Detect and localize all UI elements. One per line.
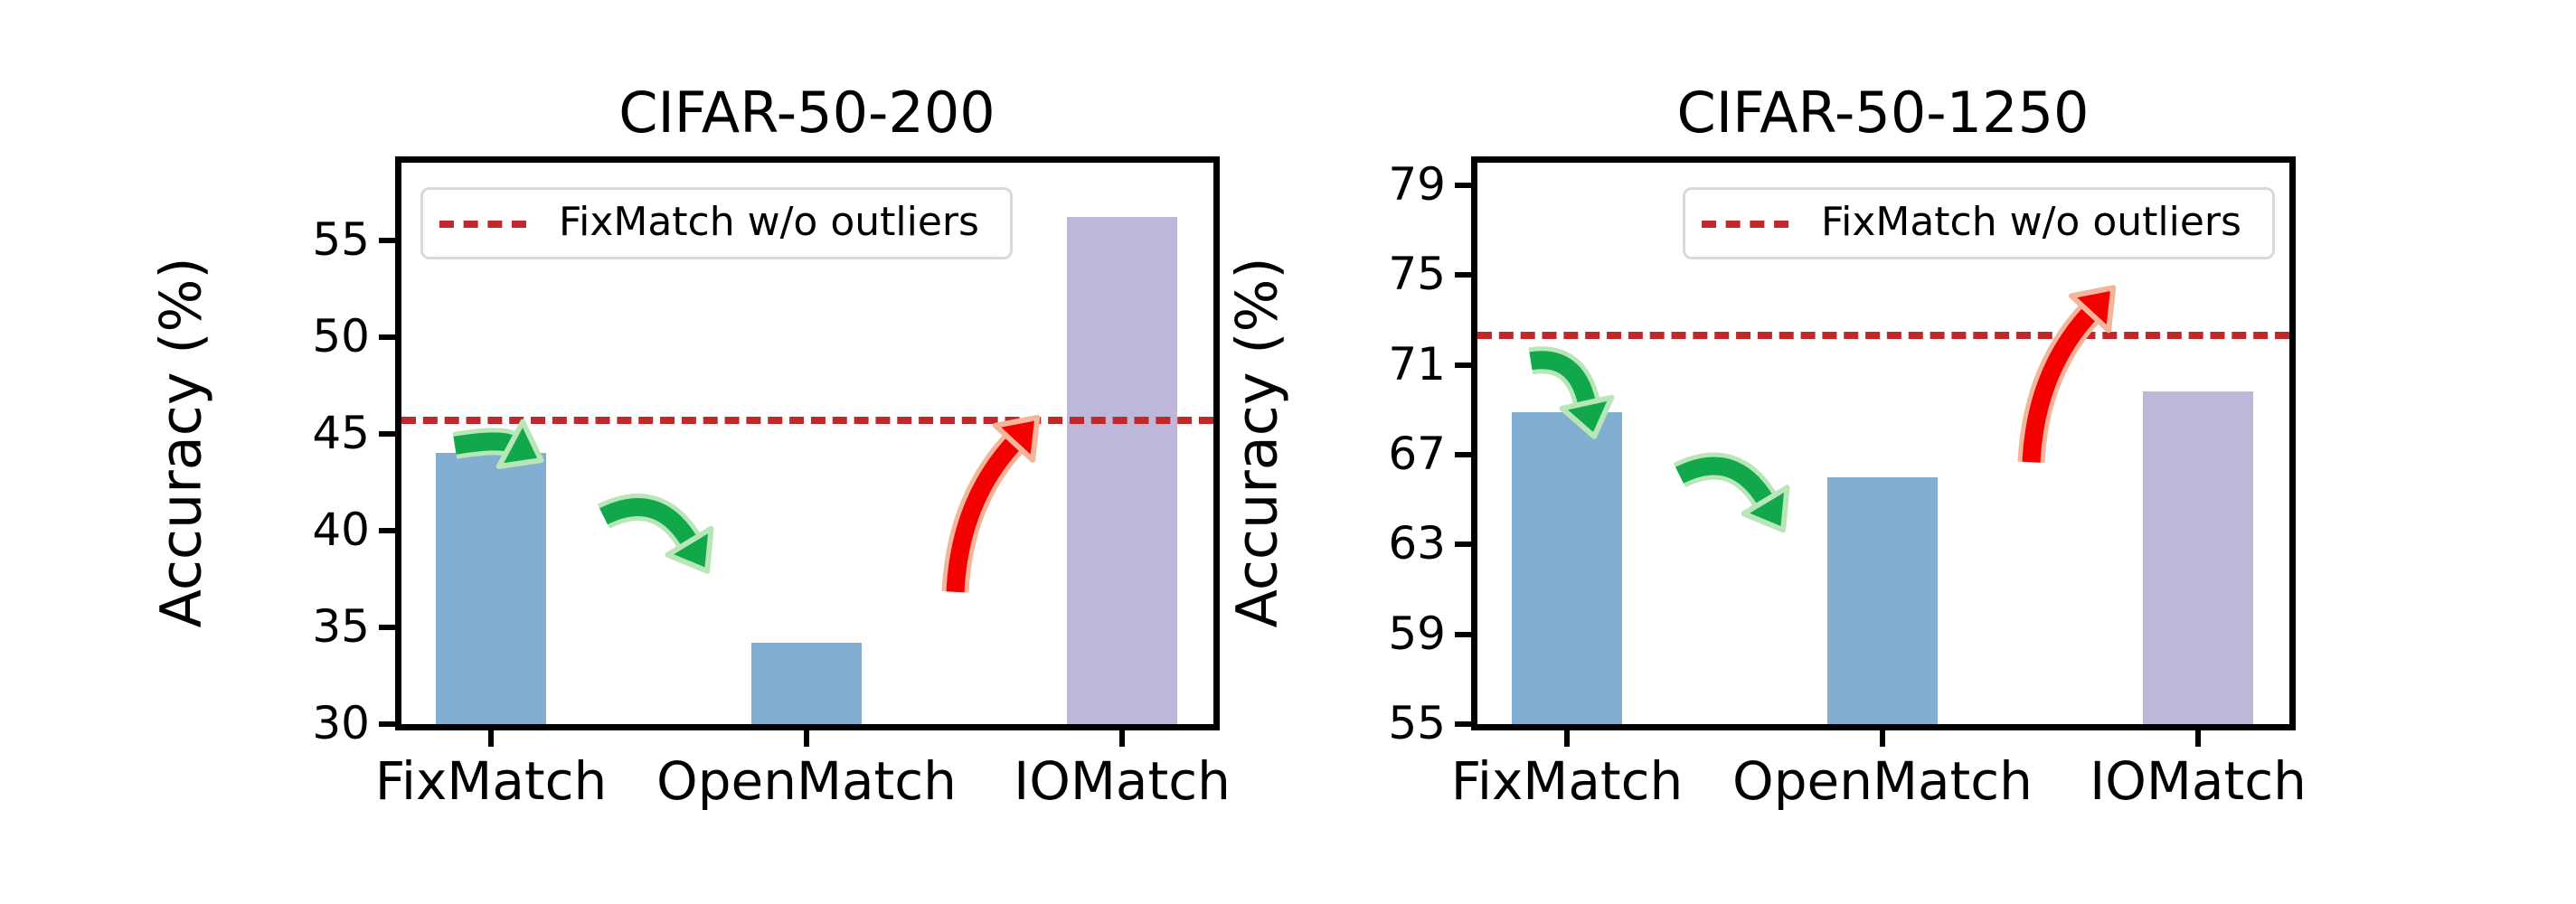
y-tick-mark (379, 334, 395, 340)
x-tick-mark (1880, 730, 1885, 747)
x-tick-label: IOMatch (2090, 750, 2307, 812)
legend: FixMatch w/o outliers (420, 187, 1013, 259)
legend-dashed-line-swatch (439, 221, 526, 228)
plot-area: FixMatch w/o outliers (1471, 156, 2296, 730)
y-tick-mark (379, 624, 395, 630)
y-tick-label: 63 (1388, 517, 1446, 570)
legend: FixMatch w/o outliers (1683, 187, 2275, 259)
y-tick-mark (379, 721, 395, 727)
y-tick-mark (1455, 362, 1471, 368)
y-tick-label: 55 (1388, 697, 1446, 749)
legend-label: FixMatch w/o outliers (559, 199, 979, 245)
x-tick-mark (2195, 730, 2201, 747)
chart-title: CIFAR-50-200 (618, 80, 995, 146)
x-tick-label: OpenMatch (656, 750, 957, 812)
y-tick-mark (1455, 541, 1471, 548)
reference-line-fixmatch-without-outliers (401, 416, 1213, 424)
bar-openmatch (1827, 476, 1938, 724)
y-axis-label: Accuracy (%) (1223, 257, 1290, 628)
x-tick-label: FixMatch (1450, 750, 1684, 812)
legend-label: FixMatch w/o outliers (1821, 199, 2241, 245)
y-tick-label: 55 (312, 212, 370, 266)
y-tick-label: 59 (1388, 607, 1446, 660)
chart-title: CIFAR-50-1250 (1676, 80, 2090, 146)
bar-openmatch (751, 643, 862, 724)
y-tick-label: 45 (312, 406, 370, 459)
x-tick-label: IOMatch (1014, 750, 1231, 812)
y-tick-mark (1455, 451, 1471, 457)
y-tick-mark (379, 430, 395, 437)
x-tick-mark (804, 730, 809, 747)
bar-iomatch (2143, 391, 2253, 724)
bar-fixmatch (1512, 411, 1622, 724)
y-tick-mark (379, 527, 395, 533)
x-tick-mark (1564, 730, 1570, 747)
plot-area: FixMatch w/o outliers (395, 156, 1220, 730)
reference-line-fixmatch-without-outliers (1477, 332, 2289, 340)
bar-fixmatch (436, 453, 546, 724)
y-tick-label: 79 (1388, 157, 1446, 211)
y-tick-label: 75 (1388, 248, 1446, 301)
y-tick-label: 71 (1388, 337, 1446, 391)
y-tick-label: 30 (312, 697, 370, 749)
y-tick-mark (1455, 721, 1471, 727)
y-tick-mark (1455, 272, 1471, 278)
y-tick-mark (1455, 182, 1471, 188)
y-tick-mark (1455, 631, 1471, 637)
x-tick-mark (1119, 730, 1125, 747)
x-tick-label: FixMatch (374, 750, 608, 812)
chart-panel-cifar-50-1250: CIFAR-50-1250 Accuracy (%) FixMatch w/o … (0, 0, 2307, 904)
y-tick-label: 50 (312, 309, 370, 363)
y-tick-label: 67 (1388, 427, 1446, 480)
x-tick-mark (488, 730, 494, 747)
y-tick-mark (379, 237, 395, 243)
y-tick-label: 40 (312, 503, 370, 556)
bar-iomatch (1067, 216, 1177, 724)
y-tick-label: 35 (312, 599, 370, 653)
x-tick-label: OpenMatch (1732, 750, 2033, 812)
legend-dashed-line-swatch (1702, 221, 1788, 228)
chart-panel-cifar-50-200: CIFAR-50-200 Accuracy (%) FixMatch w/o o… (0, 0, 1231, 904)
